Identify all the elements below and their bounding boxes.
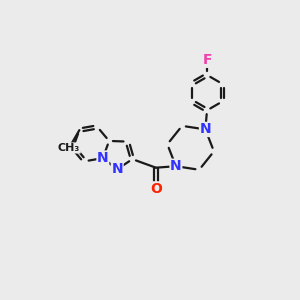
Text: N: N — [111, 162, 123, 176]
Text: N: N — [170, 159, 182, 173]
Text: N: N — [97, 151, 109, 165]
Text: O: O — [150, 182, 162, 196]
Text: F: F — [202, 53, 212, 67]
Text: CH₃: CH₃ — [58, 143, 80, 153]
Text: N: N — [200, 122, 211, 136]
